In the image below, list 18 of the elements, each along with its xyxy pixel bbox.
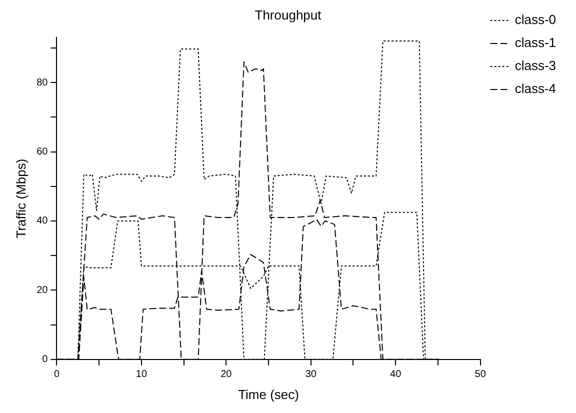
x-tick-label: 40 [390,369,402,380]
y-tick-label: 20 [36,284,48,296]
x-tick-label: 0 [54,369,60,380]
y-tick-label: 0 [42,354,48,366]
legend-label: class-3 [514,58,556,74]
x-tick-label: 20 [220,369,232,380]
y-tick-label: 80 [36,77,48,88]
y-tick-label: 40 [36,216,48,227]
y-tick-label: 60 [36,146,48,158]
legend-label: class-0 [514,12,556,28]
legend-label: class-1 [514,35,556,50]
x-tick-label: 10 [136,369,148,380]
x-tick-label: 50 [474,369,486,380]
x-axis-title: Time (sec) [238,386,299,402]
x-tick-label: 30 [305,369,317,380]
chart-title: Throughput [254,7,322,22]
y-axis-title: Traffic (Mbps) [13,158,28,238]
legend-label: class-4 [514,81,556,96]
